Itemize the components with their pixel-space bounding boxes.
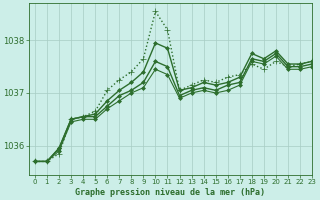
X-axis label: Graphe pression niveau de la mer (hPa): Graphe pression niveau de la mer (hPa) (76, 188, 266, 197)
